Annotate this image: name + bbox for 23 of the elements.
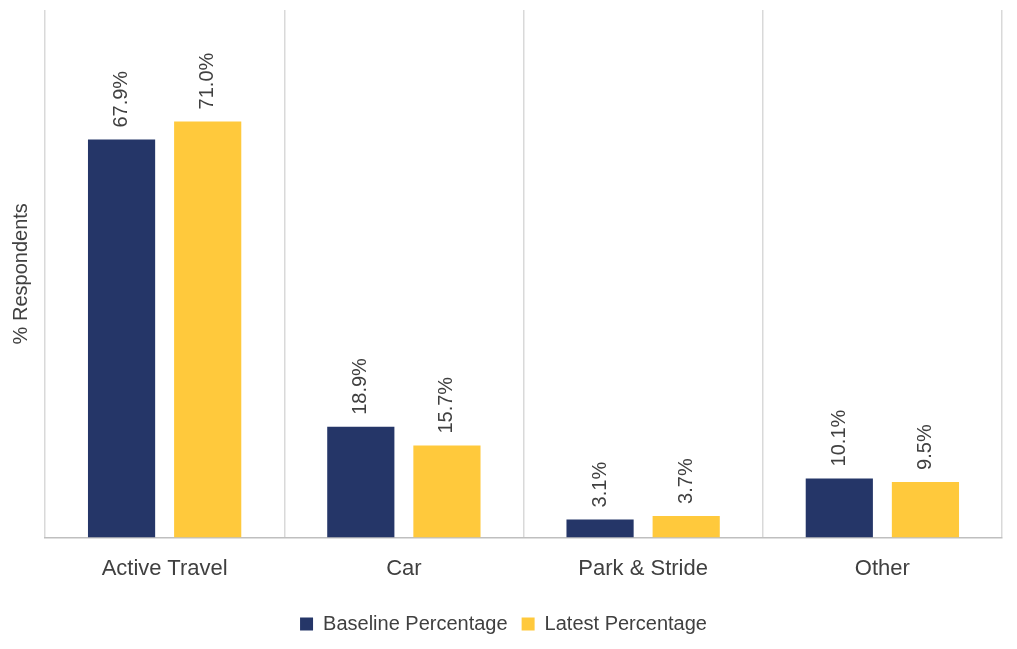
y-axis-title: % Respondents	[8, 203, 31, 345]
legend-label: Baseline Percentage	[323, 611, 508, 634]
data-label: 18.9%	[348, 357, 371, 415]
bar	[87, 139, 156, 538]
bar	[566, 519, 634, 538]
data-label: 3.1%	[587, 461, 610, 508]
data-label: 10.1%	[826, 409, 849, 467]
bar	[652, 515, 720, 538]
bar	[413, 445, 481, 538]
data-label: 9.5%	[912, 424, 935, 470]
data-label: 71.0%	[195, 52, 218, 110]
bar	[327, 426, 395, 538]
x-tick-label: Other	[854, 554, 910, 580]
x-tick-label: Car	[386, 554, 422, 580]
data-label: 67.9%	[109, 70, 132, 128]
data-label: 15.7%	[434, 376, 457, 434]
bar	[891, 481, 960, 538]
data-label: 3.7%	[673, 458, 696, 504]
bar	[805, 478, 873, 538]
bar	[174, 121, 242, 538]
x-tick-label: Park & Stride	[578, 554, 708, 580]
legend-label: Latest Percentage	[544, 611, 707, 634]
x-tick-label: Active Travel	[101, 554, 228, 580]
